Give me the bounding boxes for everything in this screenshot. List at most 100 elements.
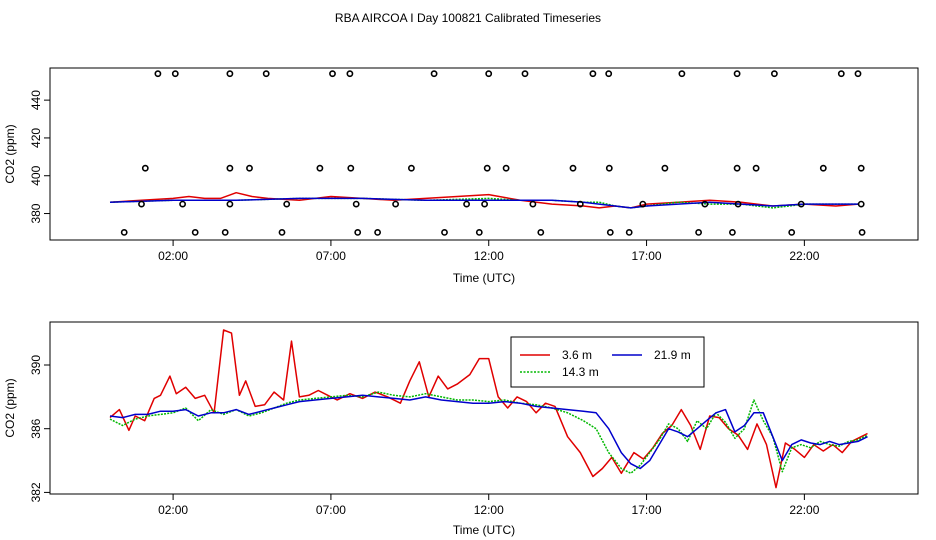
top-data-point [154,70,162,78]
top-data-point [606,228,614,236]
bottom-x-axis: 02:00 07:00 12:00 17:00 22:00 [158,494,820,517]
top-data-point [858,228,866,236]
top-data-point [521,70,529,78]
top-data-point [463,200,470,208]
top-data-point [179,200,186,208]
top-series-line-2 [109,197,858,209]
top-data-point [625,228,633,236]
top-plot-frame [49,67,919,241]
top-data-point [481,200,488,208]
top-data-point [352,200,360,208]
bottom-y-tick-label: 386 [29,418,43,438]
top-points-layer [120,70,866,236]
top-data-point [226,70,234,78]
top-data-point [483,164,491,172]
bottom-y-tick-label: 382 [29,482,43,502]
legend-box [510,336,705,388]
top-data-point [695,228,702,236]
top-data-point [734,200,742,208]
bottom-x-tick-label: 12:00 [474,503,504,517]
top-data-point [576,200,584,208]
top-y-tick-label: 420 [29,128,43,148]
top-data-point [475,228,483,236]
top-data-point [857,200,865,208]
top-data-point [678,70,686,78]
legend-label-14-3m: 14.3 m [562,365,599,379]
top-data-point [788,228,796,236]
top-data-point [733,164,741,172]
top-data-point [141,164,149,172]
top-data-point [316,164,324,172]
top-data-point [120,228,128,236]
top-data-point [138,200,145,208]
top-y-axis-label: CO2 (ppm) [3,124,17,183]
bottom-y-tick-label: 390 [29,355,43,375]
top-data-point [374,228,381,236]
top-data-point [278,228,286,236]
top-y-axis: 380 400 420 440 [29,90,50,224]
top-x-tick-label: 07:00 [316,249,346,263]
top-data-point [537,228,545,236]
legend: 3.6 m 21.9 m 14.3 m [510,336,705,388]
top-data-point [191,228,199,236]
top-x-tick-label: 12:00 [474,249,504,263]
top-data-point [407,164,415,172]
top-data-point [226,164,234,172]
legend-label-21-9m: 21.9 m [654,348,691,362]
top-data-point [605,164,613,172]
top-y-tick-label: 380 [29,203,43,223]
top-series-line-0 [109,191,859,209]
top-data-point [392,200,399,208]
top-data-point [329,70,336,78]
bottom-plot-frame [49,321,919,495]
top-x-tick-label: 22:00 [789,249,819,263]
top-data-point [346,70,354,78]
bottom-y-axis-label: CO2 (ppm) [3,378,17,437]
top-data-point [857,164,865,172]
bottom-series-line-0 [109,329,868,489]
top-data-point [354,228,362,236]
top-y-tick-label: 400 [29,165,43,185]
top-panel: 02:00 07:00 12:00 17:00 22:00 380 400 420 440 T… [3,67,919,285]
top-series-line-1 [109,197,858,209]
top-series-layer [109,191,859,209]
bottom-x-axis-label: Time (UTC) [453,523,515,537]
bottom-x-tick-label: 02:00 [158,503,188,517]
top-x-axis-label: Time (UTC) [453,271,515,285]
top-data-point [771,70,778,78]
top-data-point [226,200,234,208]
bottom-series-layer [109,329,868,489]
top-data-point [347,164,355,172]
top-data-point [246,164,253,172]
bottom-panel: 02:00 07:00 12:00 17:00 22:00 382 386 390 Time… [3,321,919,537]
top-data-point [729,228,736,236]
bottom-series-line-2 [109,394,868,470]
top-data-point [502,164,510,172]
legend-label-3-6m: 3.6 m [562,348,592,362]
top-data-point [441,228,448,236]
top-data-point [283,200,291,208]
top-data-point [837,70,845,78]
top-data-point [605,70,613,78]
top-data-point [262,70,270,78]
top-data-point [485,70,493,78]
top-data-point [529,200,537,208]
bottom-x-tick-label: 17:00 [632,503,662,517]
bottom-x-tick-label: 07:00 [316,503,346,517]
top-data-point [752,164,760,172]
top-y-tick-label: 440 [29,90,43,110]
top-data-point [733,70,741,78]
top-x-axis: 02:00 07:00 12:00 17:00 22:00 [158,240,820,263]
figure-title: RBA AIRCOA I Day 100821 Calibrated Times… [335,11,601,25]
top-data-point [819,164,827,172]
top-data-point [171,70,179,78]
bottom-x-tick-label: 22:00 [789,503,819,517]
top-data-point [854,70,862,78]
top-data-point [797,200,805,208]
top-data-point [701,200,709,208]
top-data-point [569,164,577,172]
top-x-tick-label: 02:00 [158,249,188,263]
top-x-tick-label: 17:00 [632,249,662,263]
top-data-point [221,228,229,236]
